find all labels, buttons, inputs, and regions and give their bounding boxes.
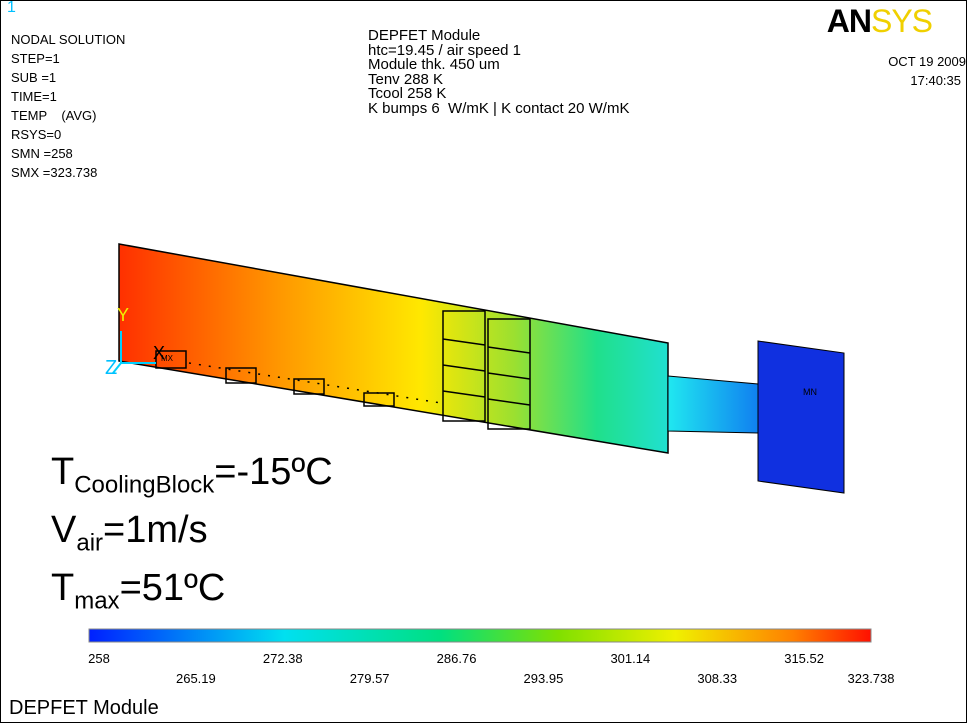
annotation-rest: =51ºC [120,567,226,609]
info-line: SMN =258 [11,145,73,163]
annotation: Tmax=51ºC [51,567,225,616]
annotation-rest: =-15ºC [214,451,332,493]
colorbar-label: 301.14 [610,651,650,666]
info-line: STEP=1 [11,50,60,68]
annotation-rest: =1m/s [103,509,208,551]
annotation-main: V [51,509,76,551]
info-line: NODAL SOLUTION [11,31,125,49]
time: 17:40:35 [910,73,961,88]
info-line: TIME=1 [11,88,57,106]
info-line: TEMP (AVG) [11,107,96,125]
mx-marker: MX [161,354,173,363]
cable-strip [668,376,758,433]
colorbar-label: 258 [88,651,110,666]
colorbar [89,629,871,642]
colorbar-label: 279.57 [350,671,390,686]
annotation: Vair=1m/s [51,509,208,558]
cooling-block [758,341,844,493]
colorbar-label: 265.19 [176,671,216,686]
annotation-sub: max [74,588,119,615]
annotation-sub: CoolingBlock [74,472,214,499]
info-line: SUB =1 [11,69,56,87]
axis-label: Z [105,357,117,380]
info-line: SMX =323.738 [11,164,97,182]
logo: ANSYS [827,3,932,40]
date: OCT 19 2009 [888,54,966,69]
colorbar-label: 323.738 [848,671,895,686]
title-line: K bumps 6 W/mK | K contact 20 W/mK [368,102,629,116]
annotation-main: T [51,567,74,609]
axis-label: Y [117,305,129,326]
footer: DEPFET Module [9,697,159,720]
annotation-main: T [51,451,74,493]
title-line: Tcool 258 K [368,87,446,101]
colorbar-label: 272.38 [263,651,303,666]
ansys-window: 1 NODAL SOLUTIONSTEP=1SUB =1TIME=1TEMP (… [0,0,967,723]
annotation-sub: air [76,530,103,557]
info-line: RSYS=0 [11,126,61,144]
mn-marker: MN [803,387,817,397]
colorbar-label: 286.76 [437,651,477,666]
colorbar-label: 308.33 [697,671,737,686]
module-plate [119,244,668,453]
title-line: DEPFET Module [368,29,480,43]
colorbar-label: 315.52 [784,651,824,666]
annotation: TCoolingBlock=-15ºC [51,451,333,500]
title-line: Module thk. 450 um [368,58,500,72]
colorbar-label: 293.95 [524,671,564,686]
window-number: 1 [7,0,16,17]
